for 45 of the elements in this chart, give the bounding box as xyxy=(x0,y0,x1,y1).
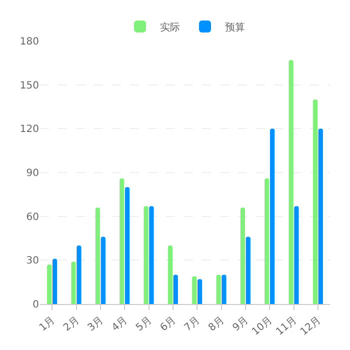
bar xyxy=(288,60,294,304)
legend-label: 实际 xyxy=(160,21,180,34)
bar xyxy=(294,206,299,304)
bar xyxy=(197,279,202,304)
bar xyxy=(216,274,221,304)
bar xyxy=(318,128,323,304)
x-tick-label: 8月 xyxy=(206,314,226,334)
x-tick-label: 11月 xyxy=(274,314,299,338)
x-tick-label: 7月 xyxy=(182,314,202,334)
y-tick-label: 150 xyxy=(20,80,39,92)
y-tick-label: 120 xyxy=(20,124,39,136)
y-tick-label: 60 xyxy=(26,212,39,223)
bar xyxy=(168,246,173,304)
y-tick-label: 0 xyxy=(32,300,39,310)
bar xyxy=(76,246,82,304)
x-tick-label: 6月 xyxy=(158,314,178,334)
legend-label: 预算 xyxy=(225,21,245,34)
bar xyxy=(240,208,246,304)
x-tick-label: 12月 xyxy=(298,314,324,338)
bar xyxy=(149,206,154,304)
y-tick-label: 90 xyxy=(26,168,39,179)
bar xyxy=(173,274,178,304)
x-tick-label: 10月 xyxy=(250,314,275,338)
bar xyxy=(124,187,130,304)
bar xyxy=(192,276,197,304)
x-tick-label: 5月 xyxy=(134,314,154,334)
y-tick-label: 30 xyxy=(26,256,39,267)
bar xyxy=(144,206,148,304)
x-tick-label: 3月 xyxy=(86,314,106,334)
bar xyxy=(270,128,275,304)
bar xyxy=(95,208,100,304)
y-tick-label: 180 xyxy=(20,36,39,48)
bar xyxy=(52,258,58,304)
x-tick-label: 1月 xyxy=(38,314,58,334)
bar xyxy=(71,262,76,304)
x-tick-label: 2月 xyxy=(62,314,82,334)
bar xyxy=(100,236,106,304)
bar xyxy=(47,264,52,304)
bar xyxy=(264,178,270,304)
x-tick-label: 4月 xyxy=(110,314,130,334)
bar xyxy=(120,178,124,304)
x-tick-label: 9月 xyxy=(230,314,251,334)
bar xyxy=(246,236,250,304)
bar xyxy=(312,99,318,304)
bar xyxy=(222,274,226,304)
